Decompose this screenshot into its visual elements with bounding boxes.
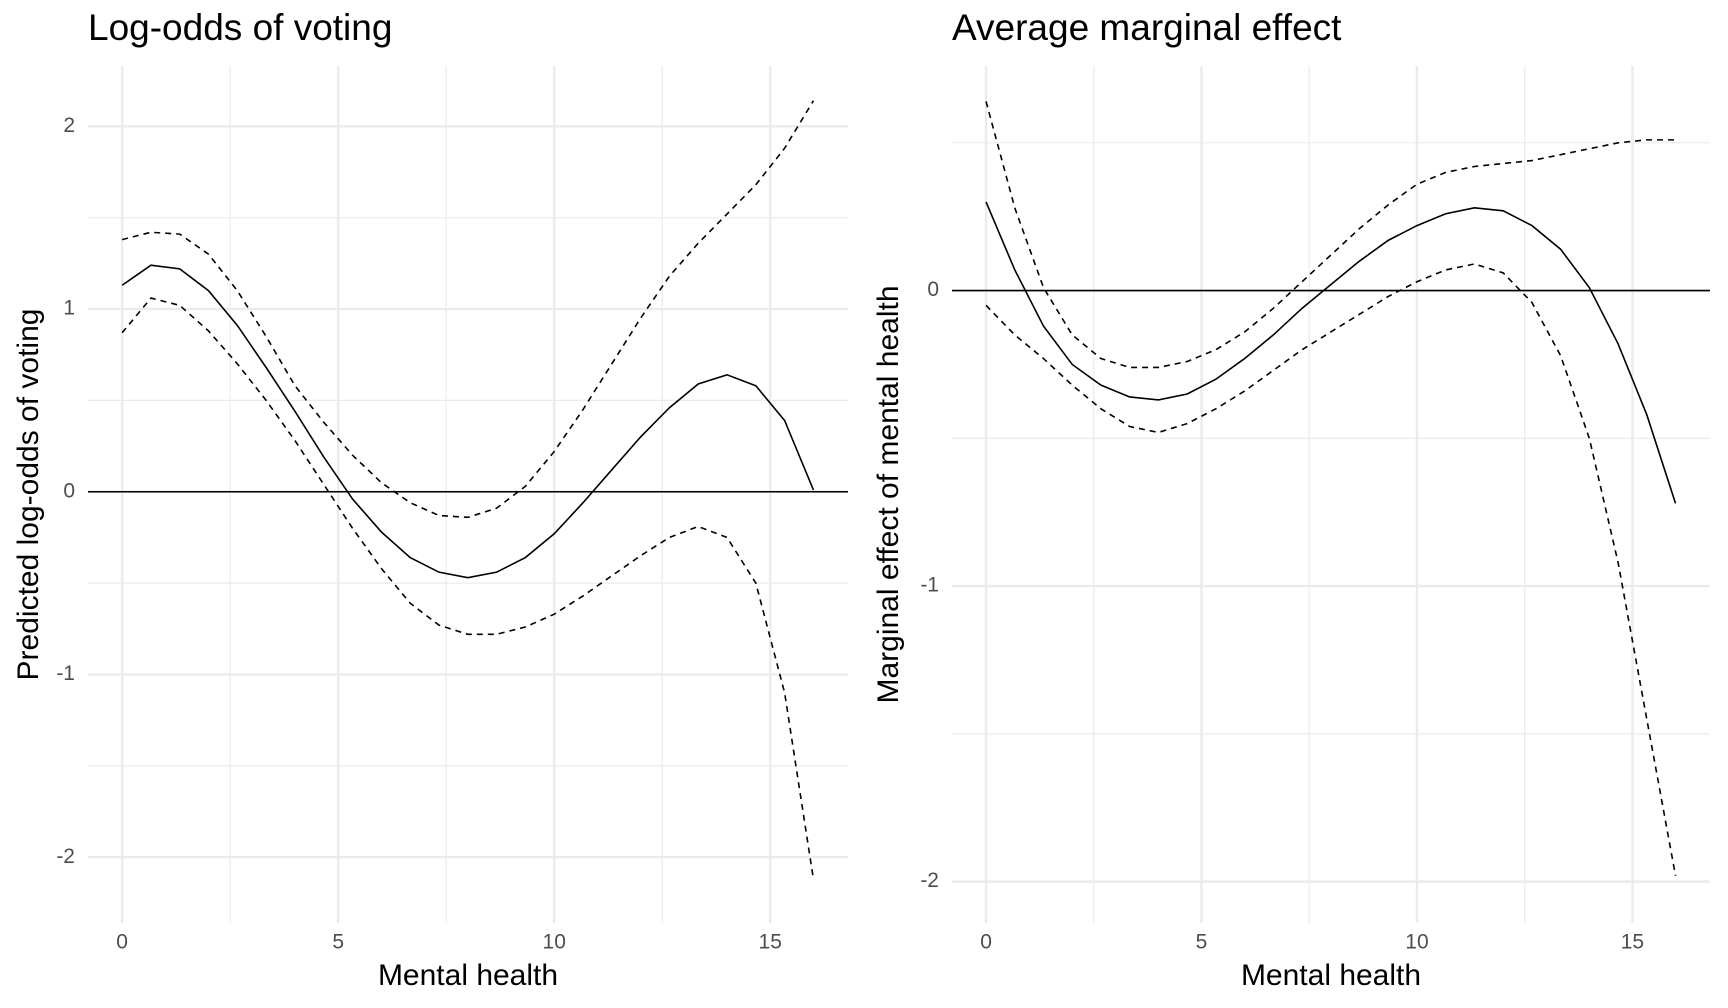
x-axis-label: Mental health [378, 959, 558, 992]
x-tick-label: 15 [1621, 931, 1644, 954]
y-tick-label: -1 [56, 662, 75, 685]
x-tick-label: 0 [980, 931, 992, 954]
y-tick-label: -2 [56, 845, 75, 868]
y-tick-label: 1 [63, 297, 75, 320]
x-tick-label: 15 [759, 931, 782, 954]
x-axis-label: Mental health [1241, 959, 1421, 992]
chart-title: Log-odds of voting [88, 7, 392, 48]
y-tick-label: -1 [920, 574, 939, 597]
x-tick-label: 10 [543, 931, 566, 954]
y-tick-label: 0 [63, 479, 75, 502]
line-series [121, 297, 815, 880]
x-tick-label: 5 [332, 931, 344, 954]
line-series [985, 263, 1677, 876]
x-tick-label: 0 [116, 931, 128, 954]
y-tick-label: 0 [927, 278, 939, 301]
line-series [121, 100, 815, 519]
y-axis-label: Predicted log-odds of voting [12, 309, 45, 681]
line-series [985, 101, 1676, 369]
y-axis-label: Marginal effect of mental health [872, 285, 905, 703]
chart-title: Average marginal effect [952, 7, 1342, 48]
line-series [121, 264, 815, 579]
line-series [985, 201, 1677, 504]
y-tick-label: -2 [920, 869, 939, 892]
y-tick-label: 2 [63, 114, 75, 137]
x-tick-label: 5 [1196, 931, 1208, 954]
x-tick-label: 10 [1405, 931, 1428, 954]
